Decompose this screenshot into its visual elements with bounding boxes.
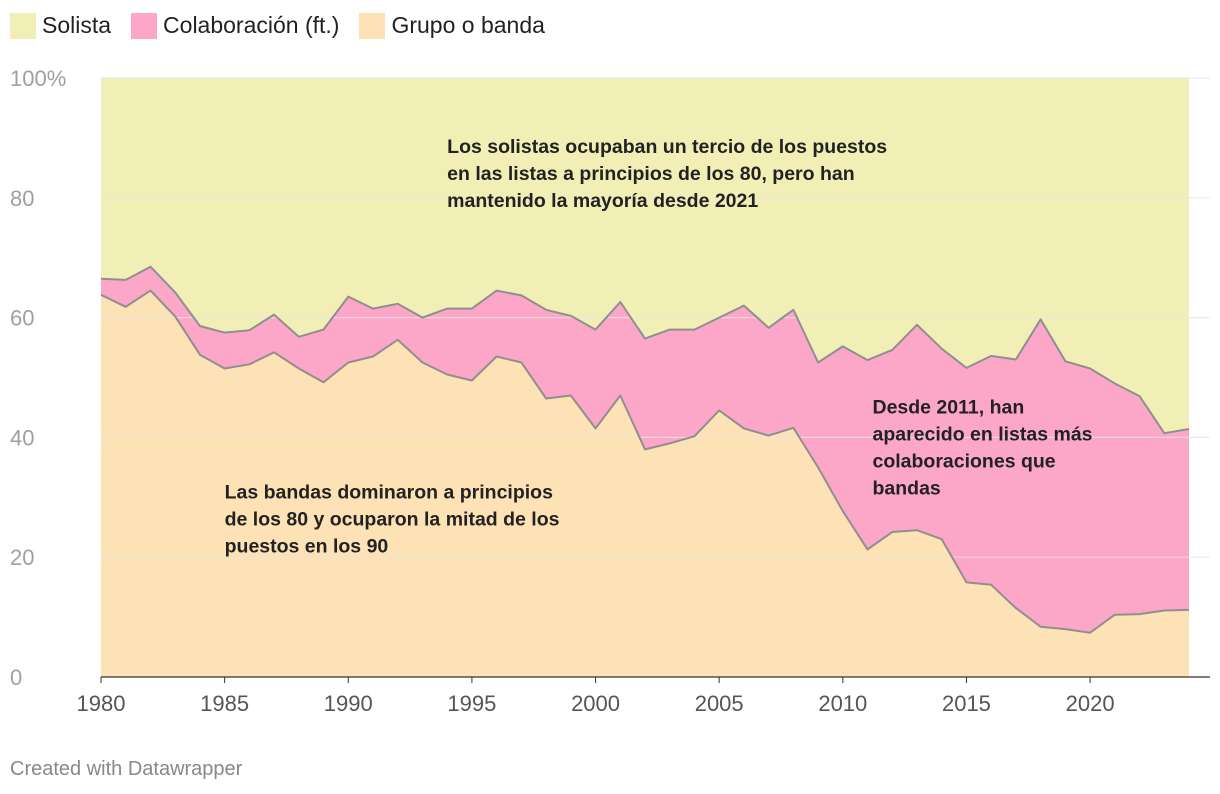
x-tick-label-1990: 1990 — [324, 691, 373, 716]
annotation-1: Los solistas ocupaban un tercio de los p… — [447, 136, 887, 212]
x-tick-label-2015: 2015 — [942, 691, 991, 716]
annotation-3: Desde 2011, han aparecido en listas más co… — [872, 396, 1092, 499]
legend-swatch-colaboracion — [131, 12, 158, 39]
annotation-1-line: Los solistas ocupaban un tercio de los p… — [447, 136, 887, 158]
area-solista — [101, 78, 1189, 434]
y-tick-label-40: 40 — [10, 425, 34, 450]
y-tick-label-0: 0 — [10, 665, 22, 690]
area-colaboracin — [101, 266, 1189, 633]
boundary-line-colaboracin — [100, 265, 1190, 435]
area-grupo — [101, 290, 1189, 677]
legend-item-colaboracion: Colaboración (ft.) — [131, 12, 339, 39]
y-tick-label-60: 60 — [10, 306, 34, 331]
legend-label-grupo: Grupo o banda — [391, 12, 545, 38]
legend-item-solista: Solista — [10, 12, 111, 39]
legend-label-solista: Solista — [42, 12, 112, 38]
legend-label-colaboracion: Colaboración (ft.) — [163, 12, 340, 38]
x-tick-label-2010: 2010 — [818, 691, 867, 716]
x-tick-label-1995: 1995 — [447, 691, 496, 716]
boundary-line-grupo — [100, 289, 1190, 634]
x-tick-label-2000: 2000 — [571, 691, 620, 716]
annotation-3-line: bandas — [872, 477, 940, 499]
y-tick-label-100: 100% — [10, 66, 66, 91]
x-tick-label-1980: 1980 — [77, 691, 126, 716]
x-tick-label-2005: 2005 — [695, 691, 744, 716]
y-tick-label-20: 20 — [10, 545, 34, 570]
annotation-1-line: mantenido la mayoría desde 2021 — [447, 190, 758, 212]
legend-swatch-grupo — [359, 12, 386, 39]
y-tick-label-80: 80 — [10, 186, 34, 211]
x-tick-label-1985: 1985 — [200, 691, 249, 716]
annotation-2: Las bandas dominaron a principios de los … — [225, 481, 560, 557]
x-tick-label-2020: 2020 — [1066, 691, 1115, 716]
annotation-1-line: en las listas a principios de los 80, pe… — [447, 163, 854, 185]
legend: Solista Colaboración (ft.) Grupo o banda — [10, 12, 565, 39]
annotation-2-line: puestos en los 90 — [225, 535, 389, 557]
footer-credit: Created with Datawrapper — [10, 758, 243, 780]
annotation-2-line: Las bandas dominaron a principios — [225, 481, 553, 503]
legend-item-grupo: Grupo o banda — [359, 12, 545, 39]
legend-swatch-solista — [10, 12, 36, 39]
annotation-2-line: de los 80 y ocuparon la mitad de los — [225, 508, 560, 530]
annotation-3-line: aparecido en listas más — [872, 423, 1092, 445]
annotation-3-line: colaboraciones que — [872, 450, 1055, 472]
annotation-3-line: Desde 2011, han — [872, 396, 1024, 418]
